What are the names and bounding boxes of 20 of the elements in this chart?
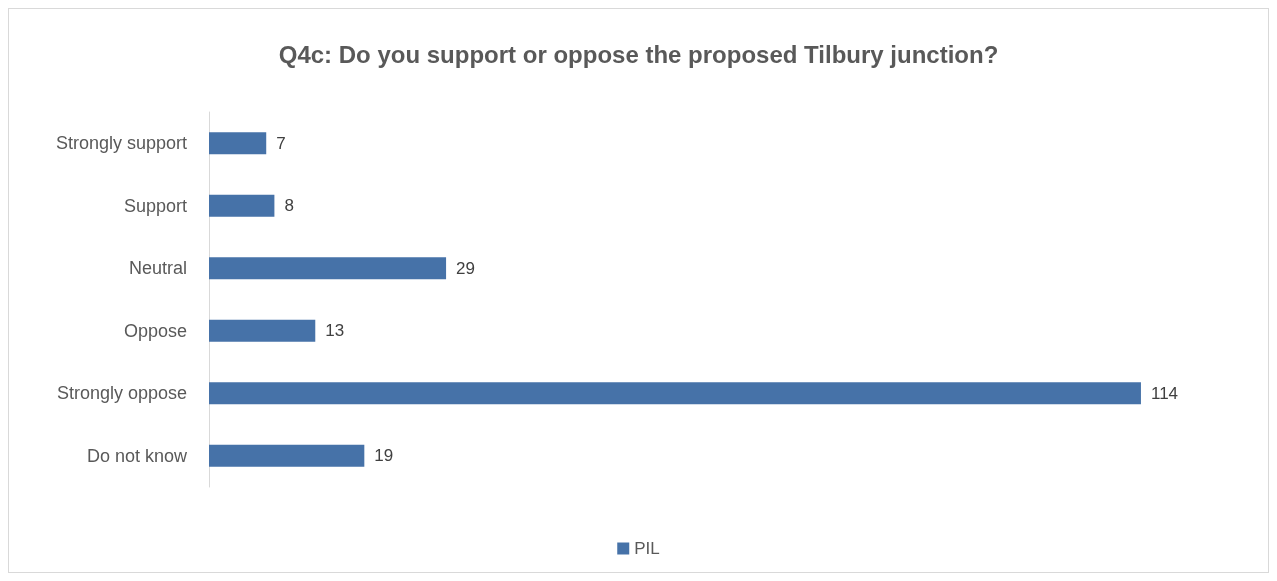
- bar: [209, 319, 316, 342]
- y-tick-label: Strongly support: [55, 133, 187, 154]
- bar: [209, 382, 1141, 405]
- data-label: 114: [1150, 383, 1179, 403]
- data-label: 7: [276, 133, 286, 153]
- data-label: 29: [456, 258, 475, 278]
- legend-label: PIL: [634, 539, 660, 558]
- bar: [209, 132, 267, 155]
- y-tick-label: Neutral: [128, 258, 187, 279]
- data-label: 19: [374, 446, 394, 466]
- bar: [209, 194, 275, 217]
- y-tick-label: Oppose: [123, 320, 187, 341]
- chart-title: Q4c: Do you support or oppose the proposed Tilbury junction?: [278, 40, 999, 68]
- y-tick-label: Strongly oppose: [56, 383, 187, 404]
- data-label: 8: [284, 196, 294, 216]
- data-label: 13: [325, 321, 345, 341]
- bar: [209, 444, 365, 467]
- y-tick-label: Do not know: [86, 445, 188, 466]
- bar: [209, 257, 447, 280]
- y-tick-label: Support: [123, 195, 187, 216]
